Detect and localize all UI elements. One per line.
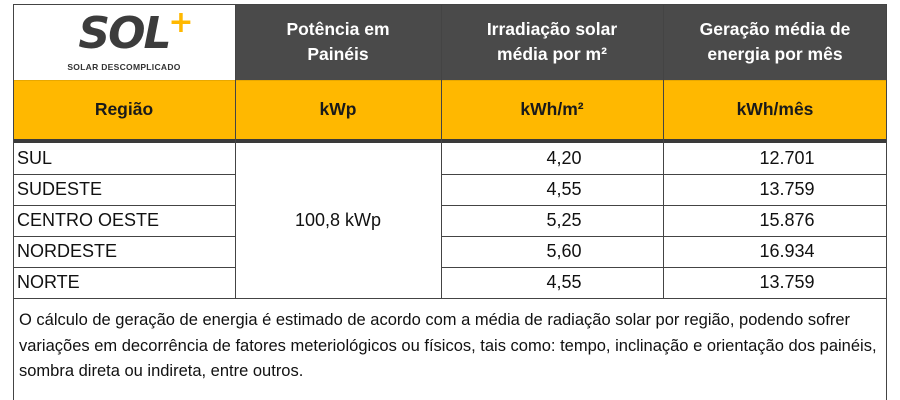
unit-region: Região — [13, 80, 235, 139]
logo-tagline: SOLAR DESCOMPLICADO — [67, 62, 181, 72]
region-norte: NORTE — [13, 267, 235, 298]
row-line-4b — [441, 267, 887, 268]
irradiation-norte: 4,55 — [441, 267, 663, 298]
generation-sul: 12.701 — [663, 143, 887, 174]
row-line-4 — [13, 267, 235, 268]
row-line-2 — [13, 205, 235, 206]
row-line-body-end — [13, 298, 887, 299]
row-line-1b — [441, 174, 887, 175]
generation-centro-oeste: 15.876 — [663, 205, 887, 236]
table-border-top — [13, 4, 887, 5]
row-line-2b — [441, 205, 887, 206]
row-line-header — [13, 80, 887, 81]
col-line-2 — [441, 4, 442, 298]
col-line-1 — [235, 4, 236, 298]
logo: SOL + SOLAR DESCOMPLICADO — [13, 4, 235, 80]
row-line-1 — [13, 174, 235, 175]
unit-irradiation: kWh/m² — [441, 80, 663, 139]
logo-plus-icon: + — [168, 5, 193, 40]
region-sul: SUL — [13, 143, 235, 174]
row-line-3b — [441, 236, 887, 237]
generation-norte: 13.759 — [663, 267, 887, 298]
footnote: O cálculo de geração de energia é estima… — [19, 311, 877, 381]
irradiation-nordeste: 5,60 — [441, 236, 663, 267]
solar-generation-table: SOL + SOLAR DESCOMPLICADO Potência em Pai… — [13, 4, 887, 400]
unit-power: kWp — [235, 80, 441, 139]
header-power: Potência em Painéis — [235, 4, 441, 80]
region-nordeste: NORDESTE — [13, 236, 235, 267]
region-sudeste: SUDESTE — [13, 174, 235, 205]
col-line-right — [886, 4, 887, 400]
col-line-left — [13, 4, 14, 400]
generation-sudeste: 13.759 — [663, 174, 887, 205]
irradiation-sul: 4,20 — [441, 143, 663, 174]
unit-generation: kWh/mês — [663, 80, 887, 139]
logo-wordmark: SOL — [78, 8, 171, 59]
region-centro-oeste: CENTRO OESTE — [13, 205, 235, 236]
power-value: 100,8 kWp — [235, 143, 441, 298]
header-irradiation: Irradiação solar média por m² — [441, 4, 663, 80]
row-line-units — [13, 139, 887, 143]
header-generation: Geração média de energia por mês — [663, 4, 887, 80]
col-line-3 — [663, 4, 664, 298]
irradiation-centro-oeste: 5,25 — [441, 205, 663, 236]
irradiation-sudeste: 4,55 — [441, 174, 663, 205]
generation-nordeste: 16.934 — [663, 236, 887, 267]
row-line-3 — [13, 236, 235, 237]
